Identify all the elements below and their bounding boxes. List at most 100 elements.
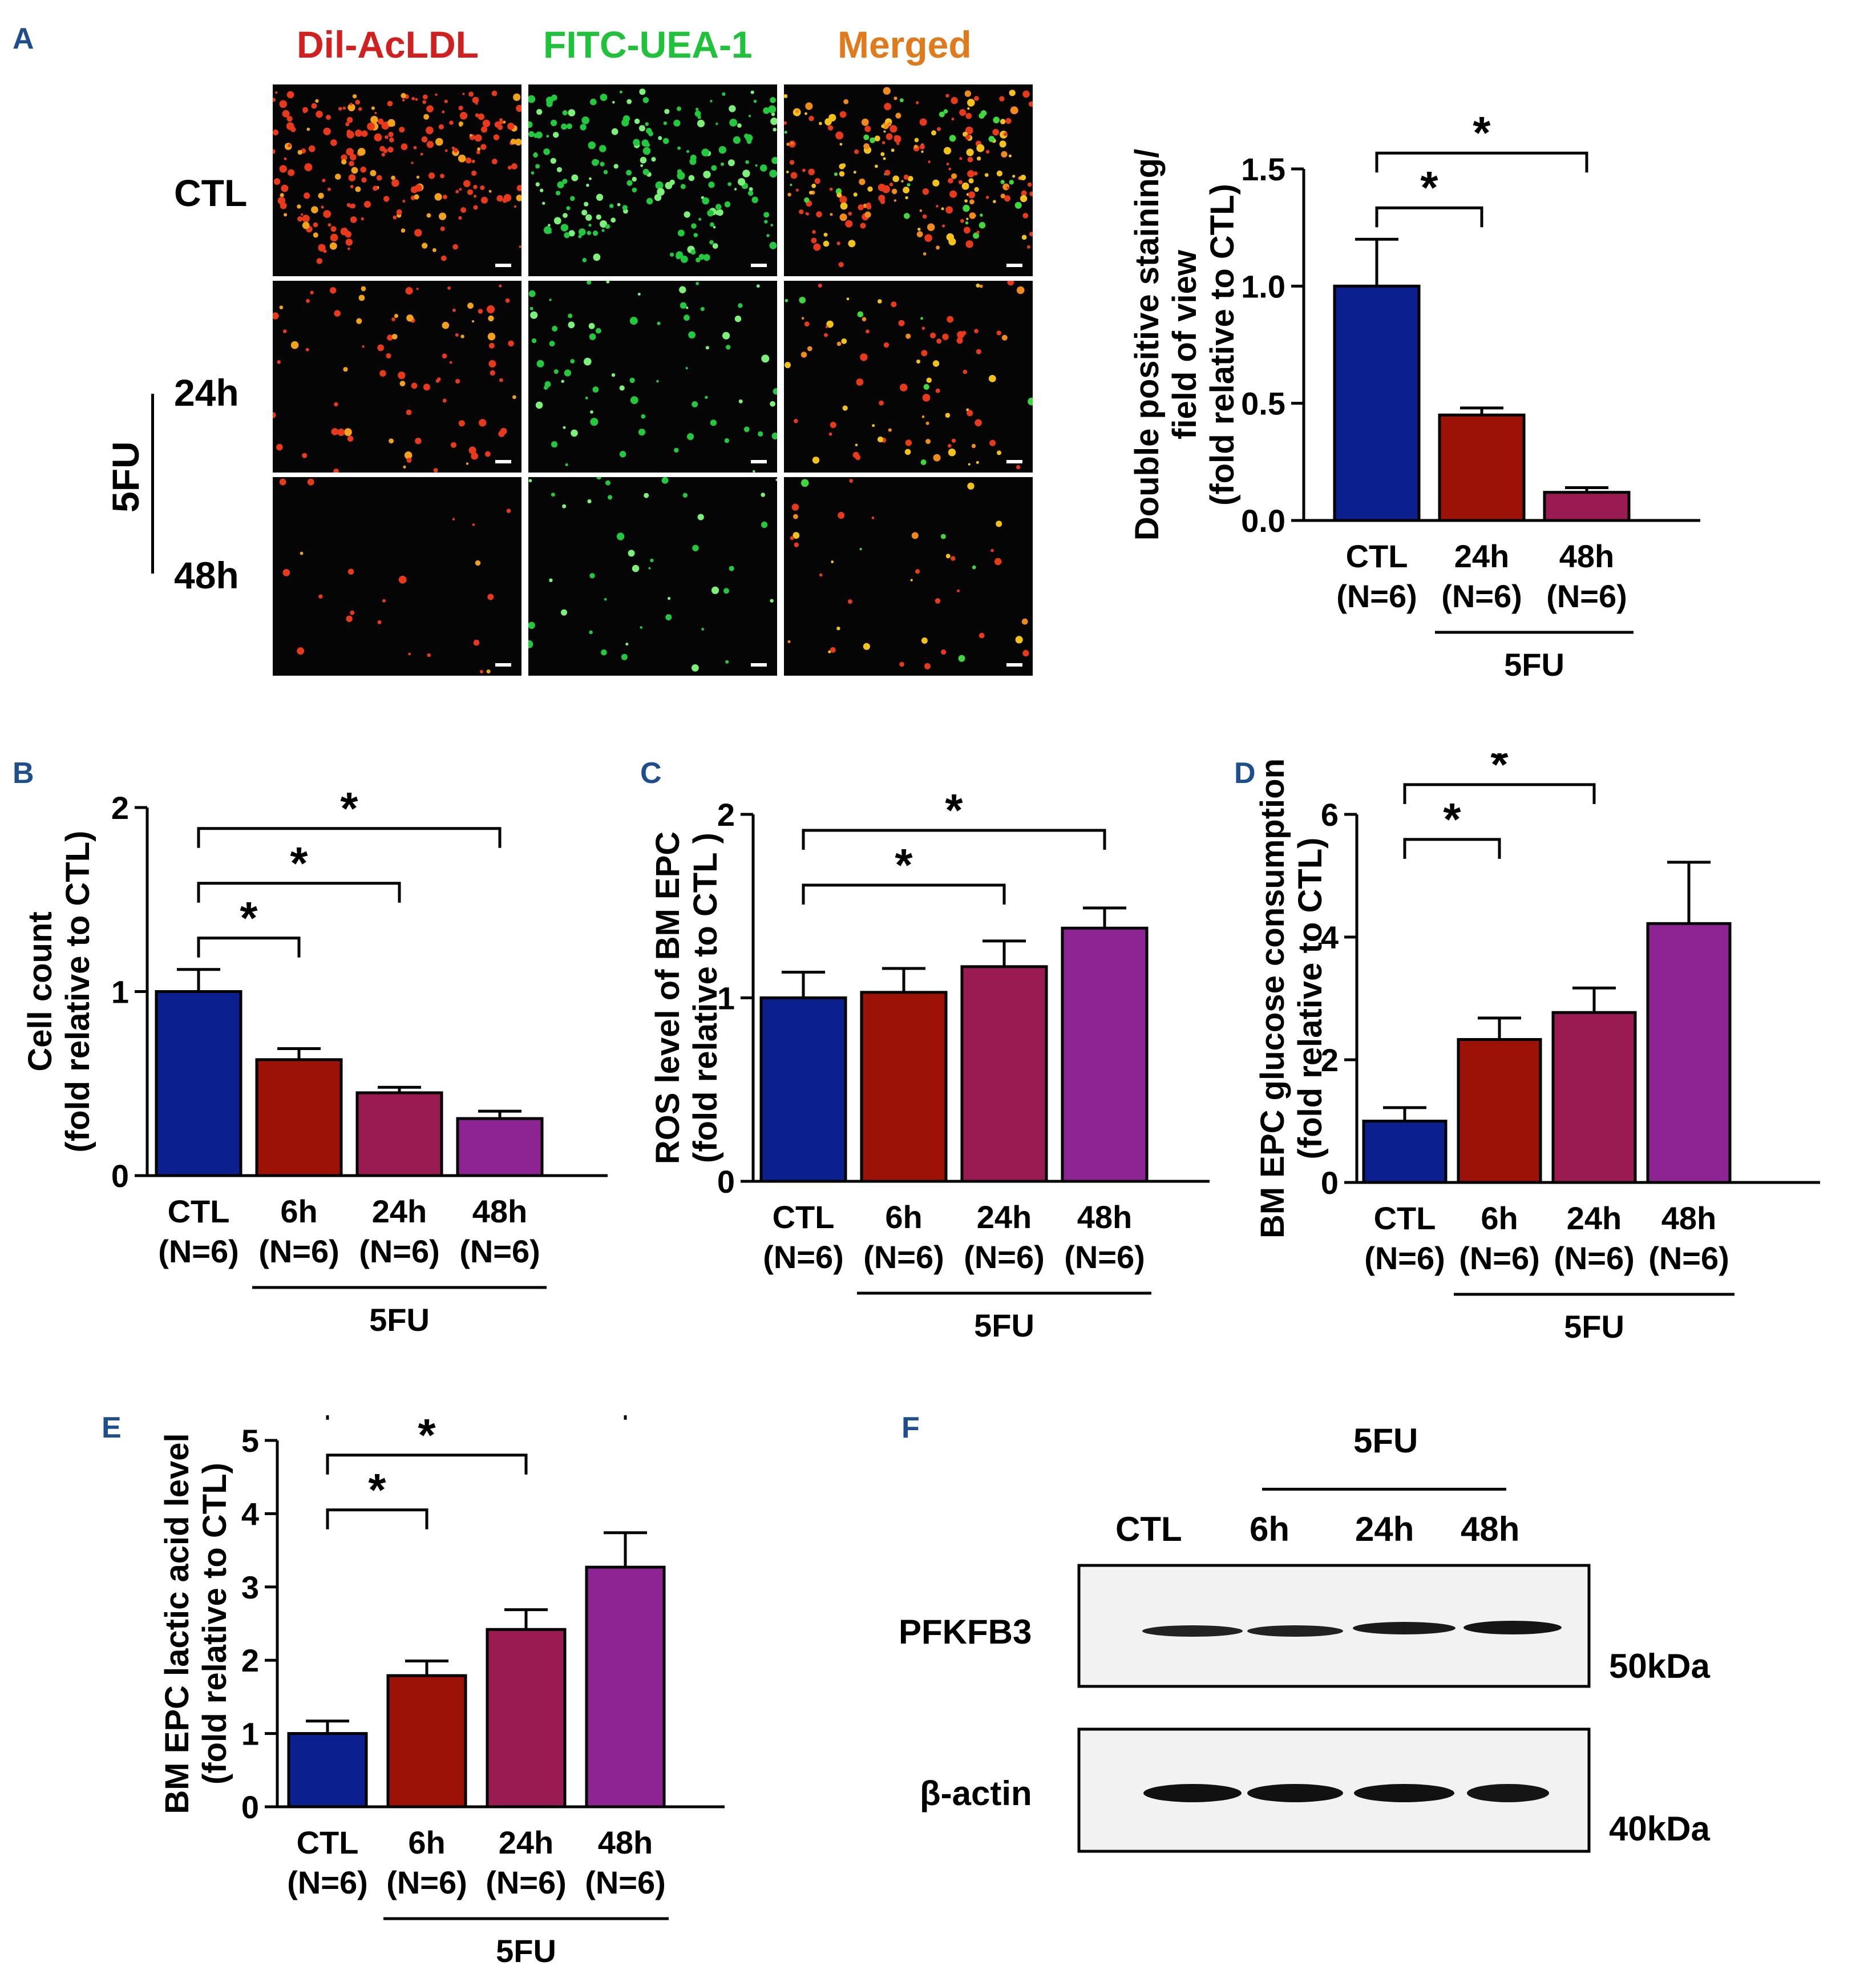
cell-dot	[589, 630, 593, 635]
cell-dot	[589, 177, 592, 180]
cell-dot	[826, 320, 834, 328]
x-n-label: (N=6)	[964, 1239, 1045, 1275]
chart-d-glucose-consumption: 0 2 4 6 BM EPC glucose consumption (fold rela…	[1254, 753, 1820, 1345]
micrograph-24h-merged	[784, 281, 1033, 473]
cell-dot	[632, 187, 637, 193]
cell-dot	[471, 452, 479, 460]
cell-dot	[374, 133, 382, 142]
cell-dot	[830, 422, 836, 429]
cell-dot	[632, 176, 637, 182]
micrograph-48h-fitc	[528, 477, 777, 676]
cell-dot	[535, 401, 543, 409]
cell-dot	[965, 221, 969, 225]
cell-dot	[286, 91, 294, 99]
cell-dot	[965, 135, 971, 140]
y-tick-label: 4	[241, 1496, 259, 1532]
cell-dot	[528, 479, 532, 483]
cell-dot	[700, 306, 705, 312]
cell-dot	[556, 191, 561, 196]
cell-dot	[965, 126, 973, 135]
cell-dot	[958, 180, 963, 184]
cell-dot	[611, 373, 616, 377]
panel-label-e: E	[102, 1411, 122, 1444]
cell-dot	[979, 284, 983, 288]
cell-dot	[945, 413, 951, 418]
cell-dot	[688, 175, 695, 181]
cell-dot	[468, 91, 474, 97]
cell-dot	[330, 233, 338, 242]
cell-dot	[980, 213, 983, 217]
cell-dot	[812, 230, 816, 234]
cell-dot	[994, 558, 1002, 566]
cell-dot	[648, 131, 653, 136]
cell-dot	[460, 207, 467, 213]
cell-dot	[371, 106, 375, 110]
cell-dot	[593, 253, 601, 261]
cell-dot	[302, 107, 308, 113]
cell-dot	[882, 185, 890, 193]
panel-label-b: B	[13, 757, 34, 790]
cell-dot	[768, 105, 777, 114]
cell-dot	[916, 101, 919, 104]
cell-dot	[528, 121, 533, 128]
group-label-5fu: 5FU	[1564, 1309, 1624, 1345]
cell-dot	[346, 148, 354, 156]
cell-dot	[696, 107, 699, 111]
cell-dot	[836, 241, 840, 245]
cell-dot	[829, 187, 833, 191]
cell-dot	[861, 118, 869, 126]
cell-dot	[342, 106, 346, 110]
cell-dot	[956, 337, 963, 344]
cell-dot	[341, 159, 347, 165]
cell-dot	[551, 493, 555, 497]
cell-dot	[723, 588, 729, 594]
cell-dot	[968, 178, 974, 184]
significance-bracket	[802, 829, 1106, 850]
cell-dot	[930, 332, 936, 338]
cell-dot	[682, 493, 688, 498]
x-n-label: (N=6)	[1648, 1240, 1729, 1276]
cell-dot	[405, 287, 413, 295]
y-tick-label: 0.0	[1241, 503, 1285, 539]
cell-dot	[506, 508, 511, 513]
cell-dot	[818, 283, 822, 288]
cell-dot	[528, 640, 533, 648]
cell-dot	[468, 446, 476, 454]
cell-dot	[661, 477, 669, 484]
cell-dot	[334, 310, 341, 317]
cell-dot	[945, 206, 953, 214]
cell-dot	[967, 107, 970, 110]
cell-dot	[663, 121, 668, 126]
cell-dot	[610, 217, 616, 223]
cell-dot	[570, 196, 575, 201]
cell-dot	[422, 243, 428, 249]
cell-dot	[819, 122, 822, 126]
cell-dot	[581, 209, 588, 216]
cell-dot	[761, 493, 765, 497]
cell-dot	[907, 183, 911, 187]
cell-dot	[533, 152, 538, 158]
cell-dot	[799, 209, 804, 215]
cell-dot	[404, 451, 413, 459]
band-actin-48h	[1467, 1784, 1549, 1802]
cell-dot	[465, 158, 472, 164]
cell-dot	[348, 174, 356, 181]
cell-dot	[387, 119, 395, 127]
cell-dot	[790, 183, 793, 187]
cell-dot	[487, 333, 496, 341]
cell-dot	[784, 131, 787, 134]
cell-dot	[715, 204, 722, 210]
bar-48h	[456, 1117, 544, 1177]
cell-dot	[361, 286, 366, 292]
cell-dot	[679, 286, 686, 293]
y-tick-label: 1.5	[1241, 151, 1285, 187]
cell-dot	[377, 344, 385, 352]
cell-dot	[546, 135, 549, 138]
cell-dot	[560, 181, 564, 185]
bar-24h	[355, 1091, 443, 1177]
cell-dot	[964, 90, 972, 97]
cell-dot	[423, 384, 430, 391]
cell-dot	[566, 123, 572, 130]
cell-dot	[458, 216, 462, 220]
cell-dot	[549, 578, 553, 582]
